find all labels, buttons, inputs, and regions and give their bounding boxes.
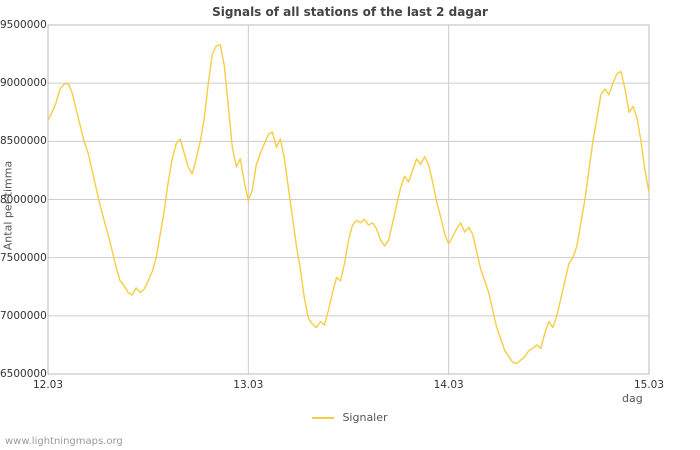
x-tick-label: 15.03 (633, 379, 665, 391)
y-tick-label: 7000000 (0, 309, 47, 322)
y-tick-label: 9500000 (0, 19, 47, 31)
x-tick-label: 12.03 (32, 379, 64, 391)
chart-title: Signals of all stations of the last 2 da… (212, 5, 488, 19)
legend: Signaler (0, 411, 700, 424)
x-axis-label: dag (622, 392, 643, 405)
y-tick-label: 6500000 (0, 368, 47, 380)
x-tick-label: 14.03 (433, 379, 464, 391)
legend-item-label: Signaler (342, 411, 388, 424)
plot-frame (47, 24, 650, 375)
y-tick-label: 8500000 (0, 135, 47, 148)
legend-line-swatch (312, 416, 335, 419)
y-tick-label: 7500000 (0, 251, 47, 264)
watermark-url: www.lightningmaps.org (5, 436, 123, 447)
y-tick-label: 9000000 (0, 77, 47, 90)
y-tick-label: 8000000 (0, 193, 47, 206)
x-tick-label: 13.03 (233, 379, 264, 391)
series-line-signaler (47, 44, 650, 365)
y-axis-label: Antal per timma (1, 160, 15, 251)
